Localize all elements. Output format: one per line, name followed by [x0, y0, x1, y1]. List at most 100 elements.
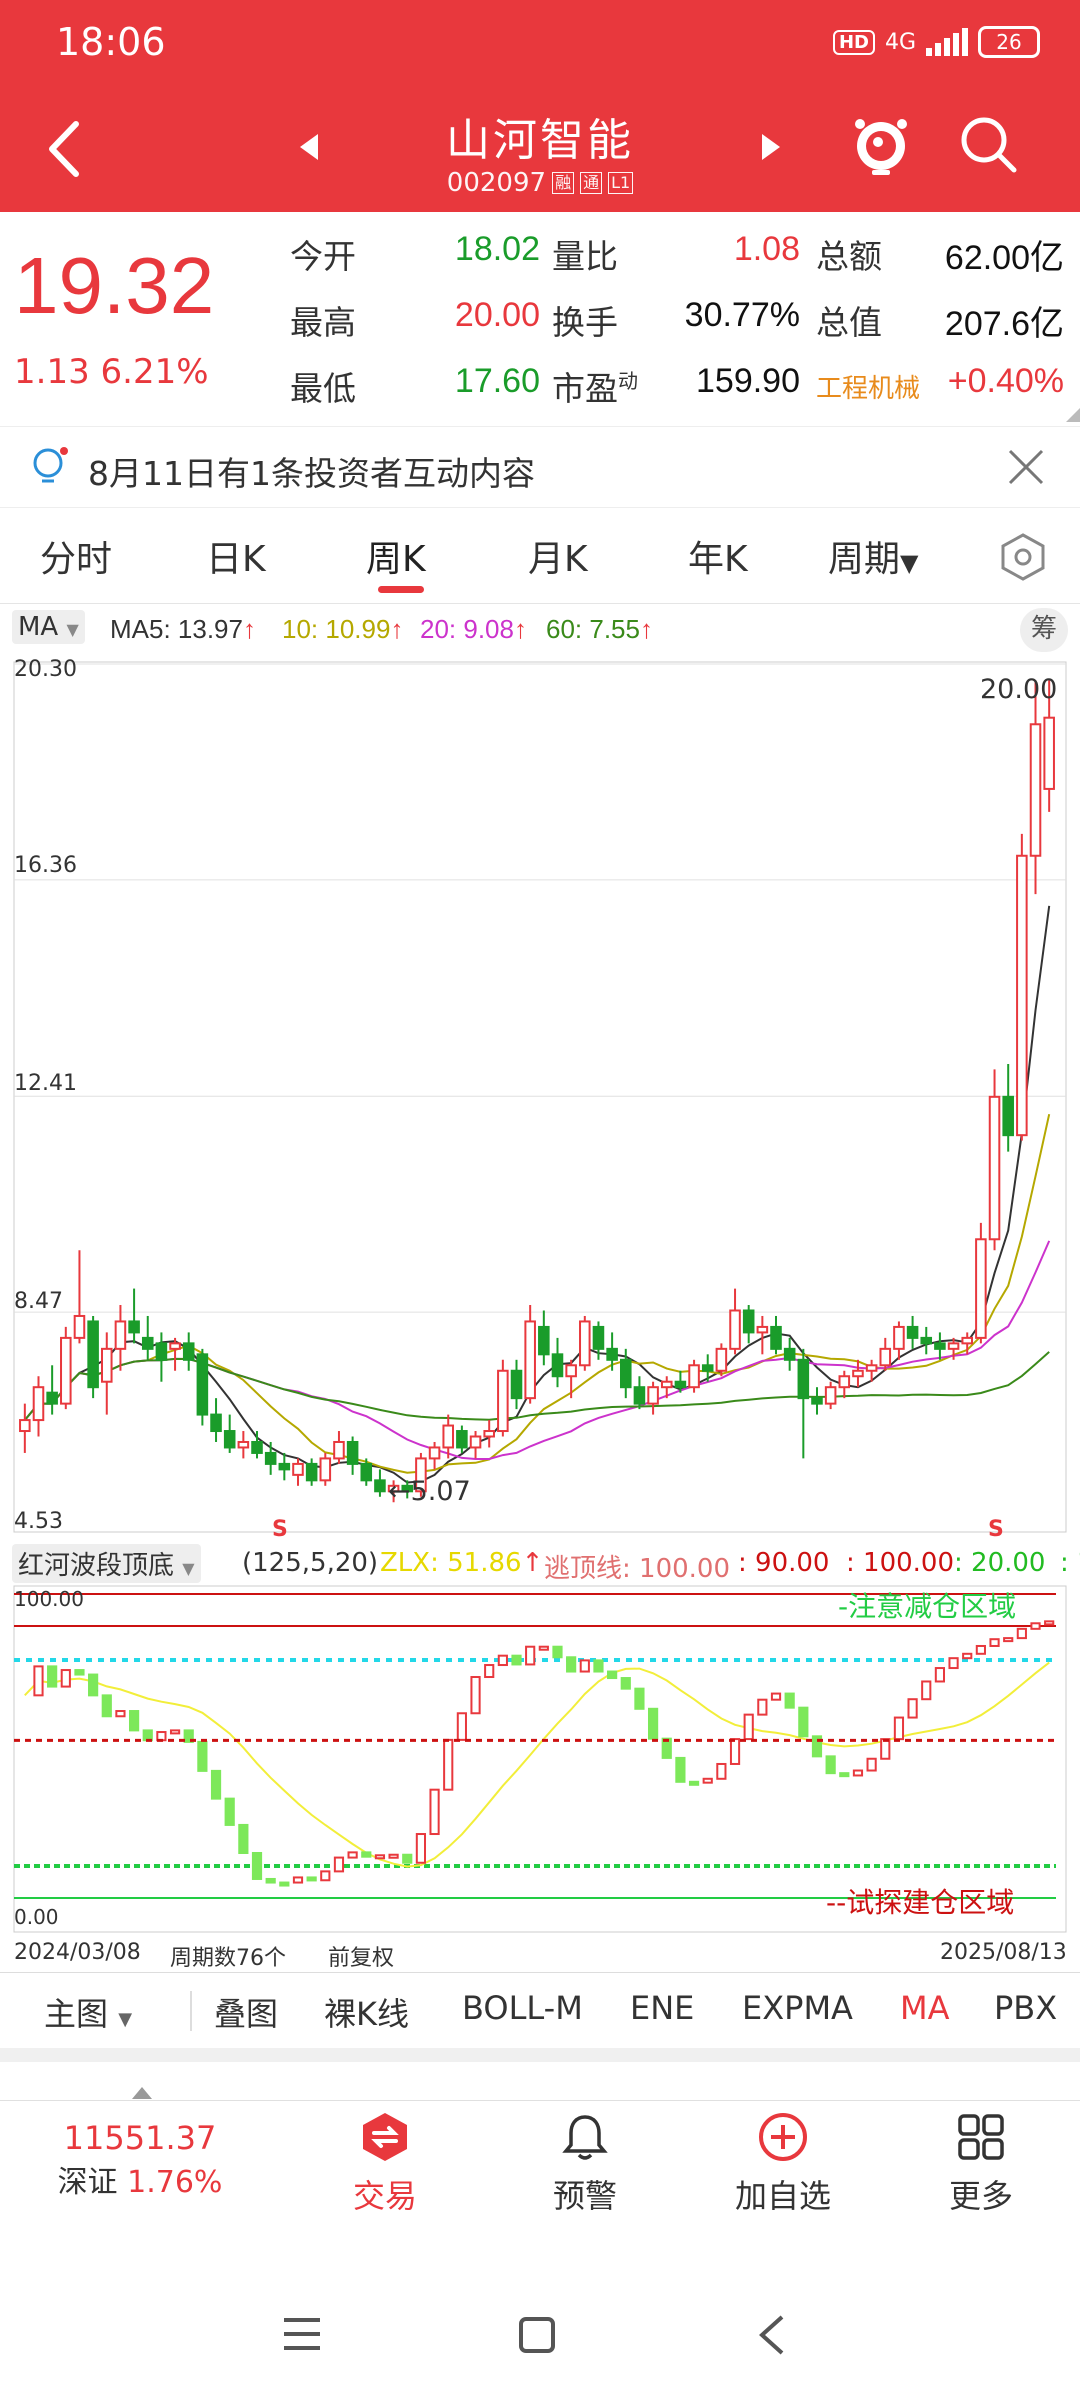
tool-boll-m[interactable]: BOLL-M [462, 1989, 583, 2027]
tab-yearly-k[interactable]: 年K [688, 539, 748, 580]
band-bar [415, 1833, 427, 1864]
add-circle-icon [759, 2113, 807, 2161]
line-tail-value: : 1 [1060, 1548, 1080, 1578]
candle-body [674, 1380, 687, 1389]
current-price: 19.32 [14, 241, 215, 330]
candle-body [128, 1320, 140, 1334]
y-tick-2: 16.36 [14, 853, 77, 878]
tab-intraday[interactable]: 分时 [40, 539, 113, 580]
prev-stock-icon[interactable] [298, 132, 320, 162]
main-chart-selector[interactable]: 主图 ▼ [44, 1989, 132, 2035]
chip-distribution-button[interactable]: 筹 [1020, 608, 1068, 652]
nav-more[interactable]: 更多 [896, 2111, 1066, 2217]
low-label: ←5.07 [388, 1476, 471, 1507]
back-icon[interactable] [756, 2314, 786, 2356]
candle-body [783, 1347, 796, 1361]
band-bar [74, 1669, 85, 1676]
settings-hexagon-icon[interactable] [998, 532, 1048, 582]
grid-icon [958, 2114, 1004, 2160]
back-arrow-icon[interactable] [40, 114, 90, 184]
tab-weekly-k[interactable]: 周K [366, 539, 426, 580]
candle-body [237, 1440, 250, 1449]
tab-period[interactable]: 周期▼ [828, 530, 918, 582]
system-nav-bar [0, 2290, 1080, 2380]
band-bar [292, 1876, 304, 1884]
expand-up-icon[interactable] [132, 2087, 152, 2099]
band-bar [962, 1652, 973, 1660]
investor-notice-bar[interactable]: 8月11日有1条投资者互动内容 [0, 426, 1080, 508]
indicator-selector[interactable]: 红河波段顶底 ▼ [12, 1544, 201, 1583]
reduce-zone-label: -注意减仓区域 [838, 1590, 1016, 1623]
up-arrow-icon: ↑ [242, 614, 256, 644]
candle-body [19, 1419, 31, 1433]
ma-selector-label: MA [18, 612, 59, 642]
label-open: 今开 [290, 237, 356, 276]
band-bar [429, 1788, 440, 1836]
tool-overlay[interactable]: 叠图 [214, 1995, 279, 2033]
nav-add-watchlist[interactable]: 加自选 [698, 2111, 868, 2217]
ma-selector[interactable]: MA ▼ [12, 610, 85, 644]
candle-body [538, 1325, 550, 1356]
nav-trade[interactable]: 交易 [300, 2111, 470, 2217]
tool-ene[interactable]: ENE [630, 1989, 695, 2027]
assistant-robot-icon[interactable] [848, 112, 914, 178]
candle-body [619, 1358, 632, 1389]
bell-icon [562, 2115, 608, 2160]
candle-body [428, 1446, 441, 1460]
candle-body [169, 1342, 181, 1350]
candle-body [346, 1440, 359, 1465]
band-bar [347, 1851, 358, 1859]
close-icon[interactable] [1006, 447, 1046, 487]
date-start: 2024/03/08 [14, 1940, 141, 1965]
menu-icon[interactable] [282, 2316, 322, 2352]
up-arrow-icon: ↑ [390, 614, 404, 644]
tool-ma[interactable]: MA [900, 1989, 950, 2027]
tool-naked-k[interactable]: 裸K线 [324, 1995, 409, 2033]
indicator-params: (125,5,20) [242, 1548, 379, 1578]
candle-body [415, 1457, 427, 1493]
escape-line-value: 逃顶线: 100.00 [544, 1554, 730, 1584]
band-bar [251, 1851, 263, 1880]
candle-body [114, 1320, 127, 1350]
nav-alert[interactable]: 预警 [500, 2111, 670, 2217]
moving-average-lines [24, 905, 1051, 1484]
band-bar [128, 1710, 140, 1732]
caret-down-icon: ▼ [182, 1559, 195, 1578]
next-stock-icon[interactable] [760, 132, 782, 162]
candle-body [442, 1424, 455, 1449]
band-bar [729, 1738, 741, 1765]
tag-rong: 融 [552, 172, 575, 194]
kline-chart[interactable]: 20.30 16.36 12.41 8.47 4.53 20.00 ←5.07 … [0, 656, 1080, 1540]
candle-body [387, 1484, 400, 1493]
band-bar [306, 1876, 317, 1882]
tab-period-label: 周期 [828, 539, 901, 580]
tab-daily-k[interactable]: 日K [206, 539, 266, 580]
indicator-chart[interactable]: 100.00 0.00 -注意减仓区域 --试探建仓区域 [0, 1584, 1080, 1936]
candle-body [1043, 716, 1055, 790]
tag-tong: 通 [580, 172, 603, 194]
candle-body [510, 1369, 523, 1400]
band-bar [238, 1823, 249, 1854]
search-icon[interactable] [956, 112, 1020, 176]
index-ticker[interactable]: 11551.37 深证 1.76% [40, 2119, 240, 2201]
candle-body [660, 1380, 673, 1389]
band-bar [484, 1664, 495, 1679]
home-icon[interactable] [518, 2316, 556, 2354]
tool-expma[interactable]: EXPMA [742, 1989, 853, 2027]
industry-name[interactable]: 工程机械 [816, 374, 921, 404]
candle-body [305, 1462, 318, 1482]
band-bar [1016, 1627, 1027, 1640]
indicator-selector-label: 红河波段顶底 [18, 1551, 175, 1581]
candle-body [715, 1347, 728, 1372]
build-zone-label: --试探建仓区域 [826, 1886, 1014, 1919]
tab-monthly-k[interactable]: 月K [528, 539, 588, 580]
band-bar [1030, 1622, 1041, 1630]
candle-body [988, 1095, 1001, 1241]
band-bar [880, 1738, 891, 1760]
band-bar [538, 1645, 549, 1651]
label-volume-ratio: 量比 [552, 237, 618, 276]
tool-pbx[interactable]: PBX [994, 1989, 1058, 2027]
up-arrow-icon: ↑ [521, 1548, 544, 1578]
band-bar [798, 1706, 809, 1738]
label-market-cap: 总值 [816, 303, 882, 342]
